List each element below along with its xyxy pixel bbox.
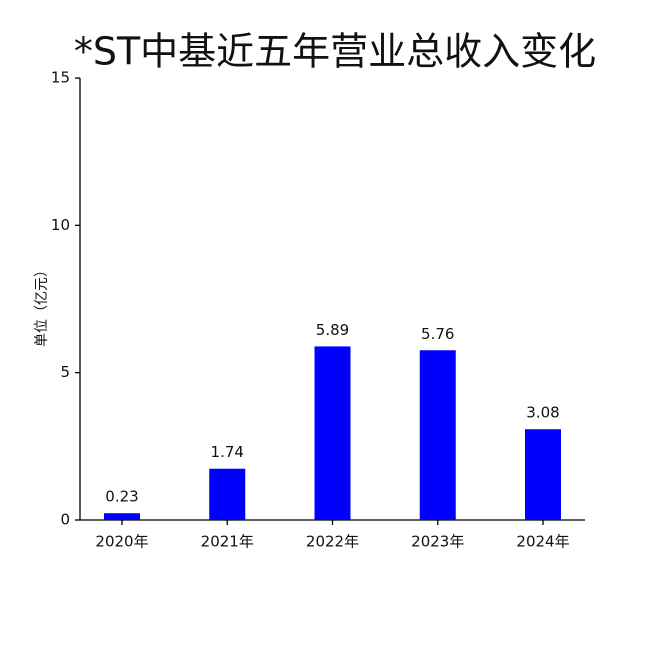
y-tick-label: 10	[51, 216, 70, 234]
value-label: 5.89	[316, 321, 349, 339]
bar	[419, 350, 456, 520]
x-tick-label: 2020年	[95, 533, 148, 551]
y-tick-label: 0	[60, 511, 70, 529]
x-tick-label: 2024年	[516, 533, 569, 551]
bar	[104, 513, 140, 520]
value-label: 5.76	[421, 325, 454, 343]
bar	[209, 468, 246, 520]
y-axis-label: 单位（亿元）	[34, 263, 50, 347]
y-tick-label: 15	[51, 69, 70, 87]
x-tick-label: 2022年	[306, 533, 359, 551]
y-tick-label: 5	[60, 363, 70, 381]
value-label: 3.08	[526, 404, 559, 422]
value-label: 1.74	[211, 443, 244, 461]
chart-title: *ST中基近五年营业总收入变化	[74, 30, 596, 74]
x-tick-label: 2021年	[201, 533, 254, 551]
bar	[525, 429, 561, 520]
bar	[314, 346, 351, 520]
value-label: 0.23	[105, 488, 138, 506]
x-tick-label: 2023年	[411, 533, 464, 551]
